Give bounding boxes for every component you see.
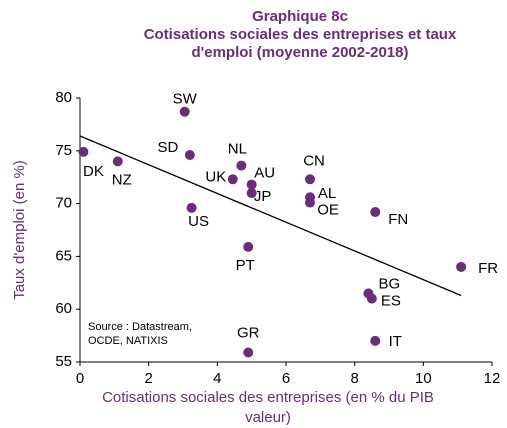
- x-tick-label: 4: [213, 370, 221, 387]
- point: [243, 347, 254, 358]
- point-label: AL: [318, 185, 336, 202]
- y-tick-label: 55: [55, 353, 72, 370]
- point: [370, 335, 381, 346]
- point: [456, 261, 467, 272]
- point-label: AU: [254, 165, 275, 182]
- annotation: OCDE, NATIXIS: [88, 335, 168, 347]
- y-tick-label: 70: [55, 195, 72, 212]
- chart-title: Graphique 8c: [252, 8, 348, 25]
- point-label: ES: [381, 293, 401, 310]
- point-label: BG: [379, 275, 401, 292]
- point: [305, 174, 316, 185]
- point: [243, 241, 254, 252]
- point-label: DK: [83, 163, 104, 180]
- chart-subtitle: d'emploi (moyenne 2002-2018): [192, 44, 409, 61]
- chart-subtitle: Cotisations sociales des entreprises et …: [144, 26, 457, 43]
- x-tick-label: 8: [350, 370, 358, 387]
- point: [186, 202, 197, 213]
- x-tick-label: 2: [144, 370, 152, 387]
- point: [246, 179, 257, 190]
- x-axis-label: Cotisations sociales des entreprises (en…: [102, 389, 434, 406]
- y-tick-label: 75: [55, 142, 72, 159]
- y-tick-label: 80: [55, 89, 72, 106]
- point: [370, 207, 381, 218]
- point: [179, 106, 190, 117]
- point-label: SW: [173, 91, 198, 108]
- point-label: OE: [317, 202, 339, 219]
- trendline: [79, 135, 462, 297]
- point-label: CN: [303, 152, 325, 169]
- annotation: Source : Datastream,: [88, 321, 192, 333]
- point-label: IT: [389, 333, 402, 350]
- y-tick-label: 60: [55, 300, 72, 317]
- point-label: SD: [157, 139, 178, 156]
- y-tick-label: 65: [55, 247, 72, 264]
- point-label: JP: [254, 188, 272, 205]
- x-tick-label: 12: [484, 370, 501, 387]
- x-axis-label: valeur): [245, 409, 291, 426]
- point-label: US: [188, 213, 209, 230]
- point: [305, 197, 316, 208]
- point-label: UK: [205, 168, 226, 185]
- point-label: PT: [236, 257, 255, 274]
- point-label: FR: [478, 260, 498, 277]
- point: [366, 293, 377, 304]
- point-label: NL: [228, 141, 247, 158]
- point-label: FN: [388, 211, 408, 228]
- point: [78, 146, 89, 157]
- point: [236, 160, 247, 171]
- point: [246, 188, 257, 199]
- x-tick-label: 6: [282, 370, 290, 387]
- point-label: NZ: [112, 171, 132, 188]
- x-tick-label: 0: [76, 370, 84, 387]
- x-tick-label: 10: [415, 370, 432, 387]
- point: [184, 150, 195, 161]
- point: [227, 174, 238, 185]
- point-label: GR: [237, 324, 260, 341]
- point: [112, 156, 123, 167]
- y-axis-label: Taux d'emploi (en %): [11, 160, 28, 300]
